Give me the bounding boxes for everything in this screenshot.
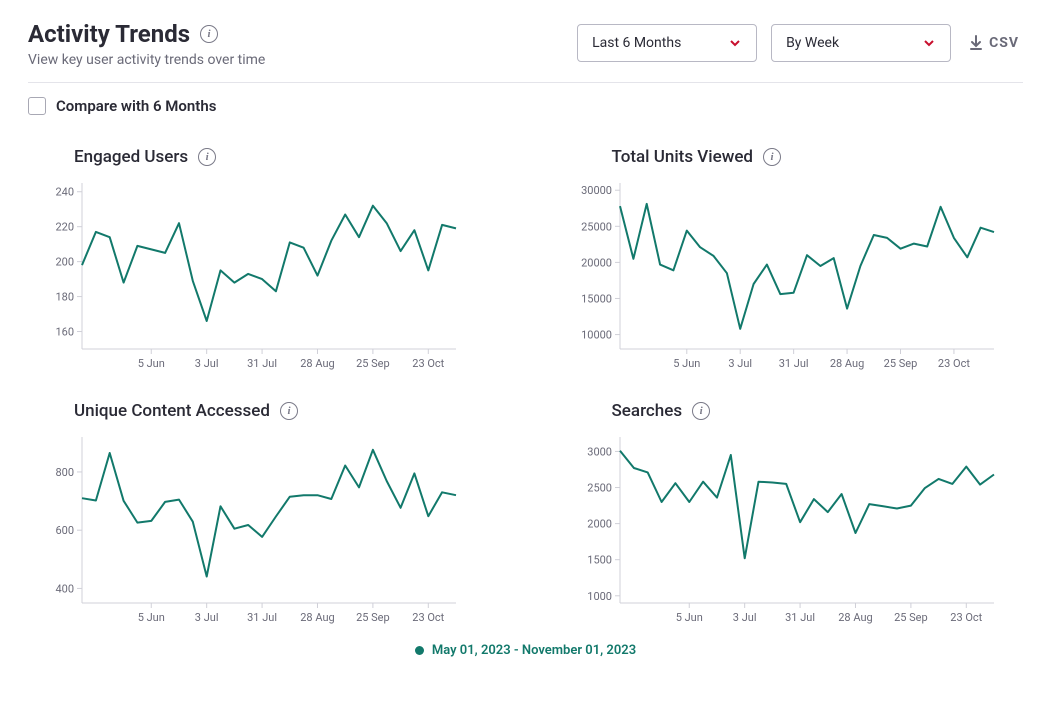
svg-text:600: 600 xyxy=(55,524,74,537)
svg-text:3000: 3000 xyxy=(587,445,612,458)
svg-text:25 Sep: 25 Sep xyxy=(894,611,928,624)
svg-text:1000: 1000 xyxy=(587,590,612,603)
chart-unique_content_accessed: Unique Content Accessed i 400 600 800 5 Jun 3 … xyxy=(38,401,476,637)
svg-text:3 Jul: 3 Jul xyxy=(195,611,219,624)
granularity-value: By Week xyxy=(786,35,839,51)
svg-text:3 Jul: 3 Jul xyxy=(195,357,219,370)
chart-title: Unique Content Accessed xyxy=(74,401,270,421)
svg-text:25 Sep: 25 Sep xyxy=(356,611,390,624)
info-icon[interactable]: i xyxy=(692,402,710,420)
date-range-select[interactable]: Last 6 Months xyxy=(577,24,757,62)
svg-text:23 Oct: 23 Oct xyxy=(412,611,444,624)
series-line xyxy=(620,451,994,559)
svg-text:23 Oct: 23 Oct xyxy=(412,357,444,370)
csv-label: CSV xyxy=(989,35,1019,51)
svg-text:3 Jul: 3 Jul xyxy=(728,357,752,370)
svg-text:25000: 25000 xyxy=(581,220,612,233)
svg-text:400: 400 xyxy=(55,582,74,595)
chevron-down-icon xyxy=(922,36,936,50)
legend-text: May 01, 2023 - November 01, 2023 xyxy=(432,643,636,658)
svg-text:31 Jul: 31 Jul xyxy=(778,357,808,370)
chart-engaged_users: Engaged Users i 160 180 200 220 240 5 Jun 3 Jul 3… xyxy=(38,147,476,383)
svg-text:15000: 15000 xyxy=(581,292,612,305)
chart-title-line: Searches i xyxy=(576,401,1014,421)
svg-text:2000: 2000 xyxy=(587,518,612,531)
chart-title: Engaged Users xyxy=(74,147,188,167)
svg-text:25 Sep: 25 Sep xyxy=(356,357,390,370)
date-range-value: Last 6 Months xyxy=(592,35,681,51)
chart-title: Total Units Viewed xyxy=(612,147,754,167)
svg-text:5 Jun: 5 Jun xyxy=(138,357,165,370)
svg-text:220: 220 xyxy=(55,221,74,234)
title-block: Activity Trends i View key user activity… xyxy=(28,20,265,68)
chart-svg: 1000 1500 2000 2500 3000 5 Jun 3 Jul 31 Jul 28 A… xyxy=(576,427,1006,637)
svg-text:31 Jul: 31 Jul xyxy=(785,611,815,624)
export-csv-button[interactable]: CSV xyxy=(965,29,1023,57)
controls: Last 6 Months By Week CSV xyxy=(577,20,1023,62)
info-icon[interactable]: i xyxy=(200,25,218,43)
series-line xyxy=(82,450,456,577)
chart-total_units_viewed: Total Units Viewed i 10000 15000 20000 25000 3… xyxy=(576,147,1014,383)
svg-text:28 Aug: 28 Aug xyxy=(829,357,863,370)
chart-title-line: Unique Content Accessed i xyxy=(38,401,476,421)
series-line xyxy=(82,206,456,321)
page-title: Activity Trends xyxy=(28,20,190,48)
chart-title-line: Total Units Viewed i xyxy=(576,147,1014,167)
download-icon xyxy=(969,35,983,51)
compare-checkbox[interactable] xyxy=(28,97,46,115)
charts-grid: Engaged Users i 160 180 200 220 240 5 Jun 3 Jul 3… xyxy=(28,147,1023,637)
chart-title-line: Engaged Users i xyxy=(38,147,476,167)
svg-text:31 Jul: 31 Jul xyxy=(247,611,277,624)
svg-text:180: 180 xyxy=(55,291,74,304)
svg-text:28 Aug: 28 Aug xyxy=(300,357,334,370)
svg-text:10000: 10000 xyxy=(581,329,612,342)
legend: May 01, 2023 - November 01, 2023 xyxy=(28,643,1023,658)
series-line xyxy=(620,204,994,329)
svg-text:23 Oct: 23 Oct xyxy=(937,357,969,370)
svg-text:31 Jul: 31 Jul xyxy=(247,357,277,370)
svg-text:28 Aug: 28 Aug xyxy=(838,611,872,624)
compare-label: Compare with 6 Months xyxy=(56,97,216,115)
svg-text:25 Sep: 25 Sep xyxy=(883,357,917,370)
info-icon[interactable]: i xyxy=(763,148,781,166)
svg-text:5 Jun: 5 Jun xyxy=(675,611,702,624)
compare-row: Compare with 6 Months xyxy=(28,97,1023,115)
svg-text:28 Aug: 28 Aug xyxy=(300,611,334,624)
svg-text:3 Jul: 3 Jul xyxy=(732,611,756,624)
chart-svg: 160 180 200 220 240 5 Jun 3 Jul 31 Jul 28 Aug 25 … xyxy=(38,173,468,383)
divider xyxy=(28,82,1023,83)
header: Activity Trends i View key user activity… xyxy=(28,20,1023,68)
info-icon[interactable]: i xyxy=(280,402,298,420)
svg-text:160: 160 xyxy=(55,326,74,339)
svg-text:23 Oct: 23 Oct xyxy=(950,611,982,624)
svg-text:800: 800 xyxy=(55,466,74,479)
svg-text:5 Jun: 5 Jun xyxy=(138,611,165,624)
chevron-down-icon xyxy=(728,36,742,50)
chart-svg: 10000 15000 20000 25000 30000 5 Jun 3 Jul 31 Ju… xyxy=(576,173,1006,383)
svg-text:1500: 1500 xyxy=(587,554,612,567)
legend-dot xyxy=(415,646,424,655)
chart-searches: Searches i 1000 1500 2000 2500 3000 5 Jun 3 Jul 3… xyxy=(576,401,1014,637)
svg-text:240: 240 xyxy=(55,186,74,199)
svg-text:30000: 30000 xyxy=(581,184,612,197)
svg-text:20000: 20000 xyxy=(581,256,612,269)
page-subtitle: View key user activity trends over time xyxy=(28,52,265,68)
granularity-select[interactable]: By Week xyxy=(771,24,951,62)
info-icon[interactable]: i xyxy=(198,148,216,166)
chart-title: Searches xyxy=(612,401,683,421)
chart-svg: 400 600 800 5 Jun 3 Jul 31 Jul 28 Aug 25 Sep 23 … xyxy=(38,427,468,637)
svg-text:200: 200 xyxy=(55,256,74,269)
svg-text:2500: 2500 xyxy=(587,482,612,495)
svg-text:5 Jun: 5 Jun xyxy=(673,357,700,370)
